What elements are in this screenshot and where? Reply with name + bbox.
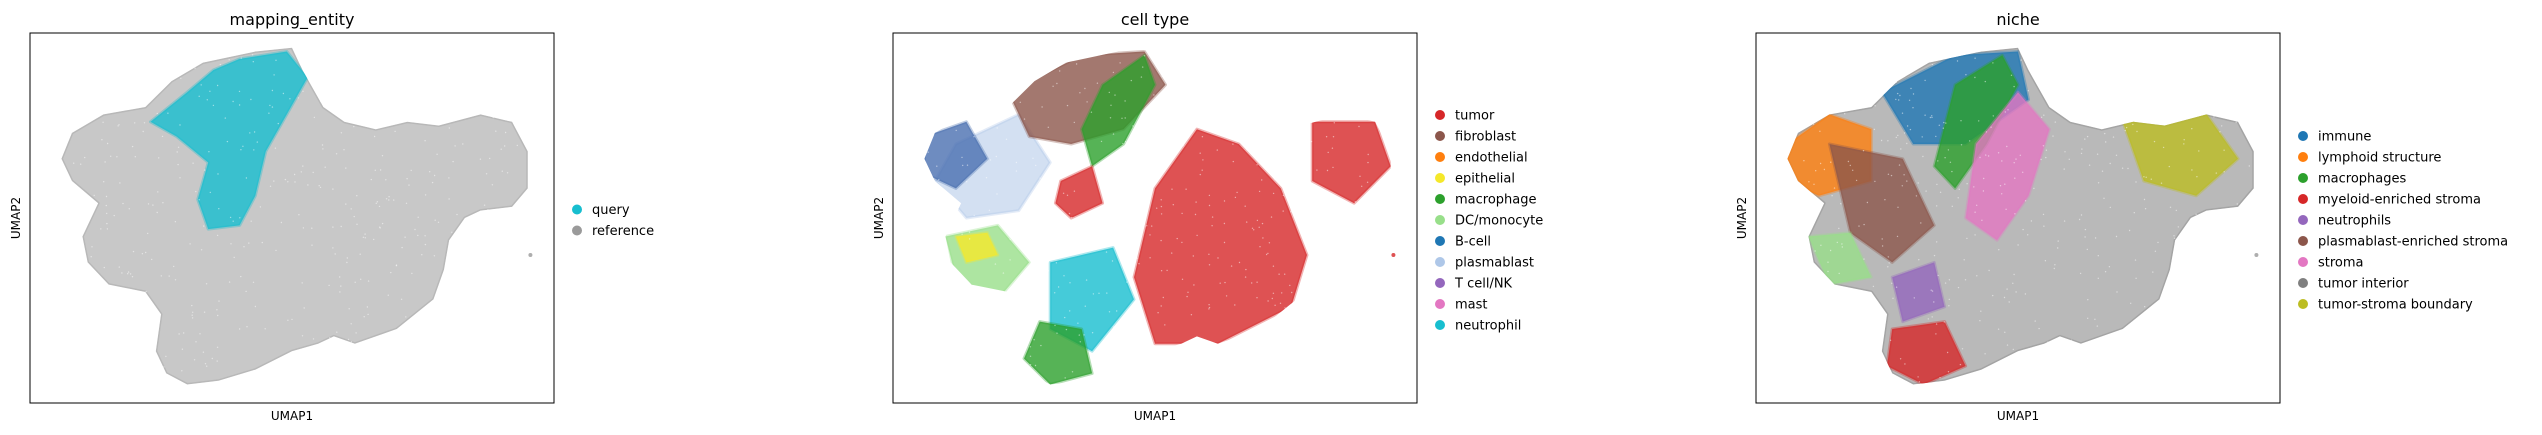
point-region: [1048, 246, 1136, 353]
point-region: [1310, 120, 1391, 205]
legend-marker: [2298, 236, 2308, 246]
legend-label: plasmablast-enriched stroma: [2318, 235, 2508, 250]
legend-label: mast: [1455, 298, 1488, 313]
point-region: [1022, 320, 1094, 385]
umap-point-cloud: [1787, 47, 2254, 385]
point-region: [1053, 164, 1105, 220]
axes-frame: [892, 32, 1418, 404]
panel-title: niche: [1996, 10, 2039, 29]
legend-label: fibroblast: [1455, 130, 1516, 145]
legend: immune lymphoid structure macrophages myelo…: [2298, 130, 2508, 313]
outlier-cluster: [528, 253, 533, 257]
legend-marker: [2298, 194, 2308, 204]
legend-marker: [1435, 110, 1445, 120]
legend-marker: [1435, 320, 1445, 330]
legend-label: reference: [592, 224, 654, 239]
legend-label: endothelial: [1455, 151, 1528, 166]
legend-label: epithelial: [1455, 172, 1515, 187]
point-region: [149, 50, 310, 231]
legend-marker: [1435, 152, 1445, 162]
legend: tumor fibroblast endothelial epithelial macr…: [1435, 109, 1543, 334]
legend-marker: [2298, 131, 2308, 141]
legend-label: B-cell: [1455, 235, 1491, 250]
outlier-cluster: [2254, 253, 2259, 257]
x-axis-label: UMAP1: [1997, 409, 2039, 423]
legend-marker: [1435, 215, 1445, 225]
point-region: [1890, 260, 1947, 324]
axes-frame: [29, 32, 555, 404]
legend-label: T cell/NK: [1454, 277, 1513, 292]
legend-label: myeloid-enriched stroma: [2318, 193, 2481, 208]
y-axis-label: UMAP2: [1735, 197, 1749, 239]
legend-marker: [1435, 278, 1445, 288]
point-region: [954, 231, 1000, 264]
legend-marker: [2298, 299, 2308, 309]
x-axis-label: UMAP1: [1134, 409, 1176, 423]
umap-point-cloud: [924, 47, 1391, 385]
panel-3: niche UMAP1 UMAP2 immune lymphoid structure m…: [1735, 10, 2508, 423]
point-region: [1806, 231, 1873, 287]
panel-title: mapping_entity: [230, 10, 355, 30]
legend-marker: [572, 225, 582, 236]
umap-point-cloud: [61, 47, 528, 385]
legend-label: query: [592, 203, 630, 218]
point-region: [1132, 127, 1309, 346]
legend-marker: [2298, 257, 2308, 267]
legend-label: plasmablast: [1455, 256, 1534, 271]
legend-marker: [2298, 152, 2308, 162]
axes-frame: [1755, 32, 2281, 404]
legend-marker: [572, 204, 582, 215]
point-region: [1827, 142, 1936, 264]
legend-label: immune: [2318, 130, 2371, 145]
legend-marker: [1435, 173, 1445, 183]
legend-marker: [1435, 236, 1445, 246]
legend-label: tumor-stroma boundary: [2318, 298, 2473, 313]
legend-label: lymphoid structure: [2318, 151, 2441, 166]
legend-marker: [1435, 257, 1445, 267]
y-axis-label: UMAP2: [872, 197, 886, 239]
point-region: [1964, 90, 2051, 242]
legend-marker: [1435, 131, 1445, 141]
panel-1: mapping_entity UMAP1 UMAP2 query reference: [9, 10, 654, 423]
legend-label: neutrophils: [2318, 214, 2391, 229]
point-region: [924, 120, 989, 190]
legend-label: tumor: [1455, 109, 1495, 124]
legend-marker: [2298, 215, 2308, 225]
legend: query reference: [572, 203, 654, 239]
y-axis-label: UMAP2: [9, 197, 23, 239]
legend-label: macrophage: [1455, 193, 1537, 208]
panel-title: cell type: [1121, 10, 1189, 29]
legend-label: DC/monocyte: [1455, 214, 1543, 229]
panel-2: cell type UMAP1 UMAP2 tumor fibroblast endoth…: [872, 10, 1543, 423]
legend-marker: [1435, 194, 1445, 204]
x-axis-label: UMAP1: [271, 409, 313, 423]
legend-label: stroma: [2318, 256, 2364, 271]
legend-marker: [2298, 173, 2308, 183]
legend-marker: [2298, 278, 2308, 288]
outlier-cluster: [1391, 253, 1396, 257]
legend-label: macrophages: [2318, 172, 2406, 187]
legend-label: neutrophil: [1455, 319, 1521, 334]
legend-marker: [1435, 299, 1445, 309]
legend-label: tumor interior: [2318, 277, 2409, 292]
point-region: [1885, 320, 1968, 385]
